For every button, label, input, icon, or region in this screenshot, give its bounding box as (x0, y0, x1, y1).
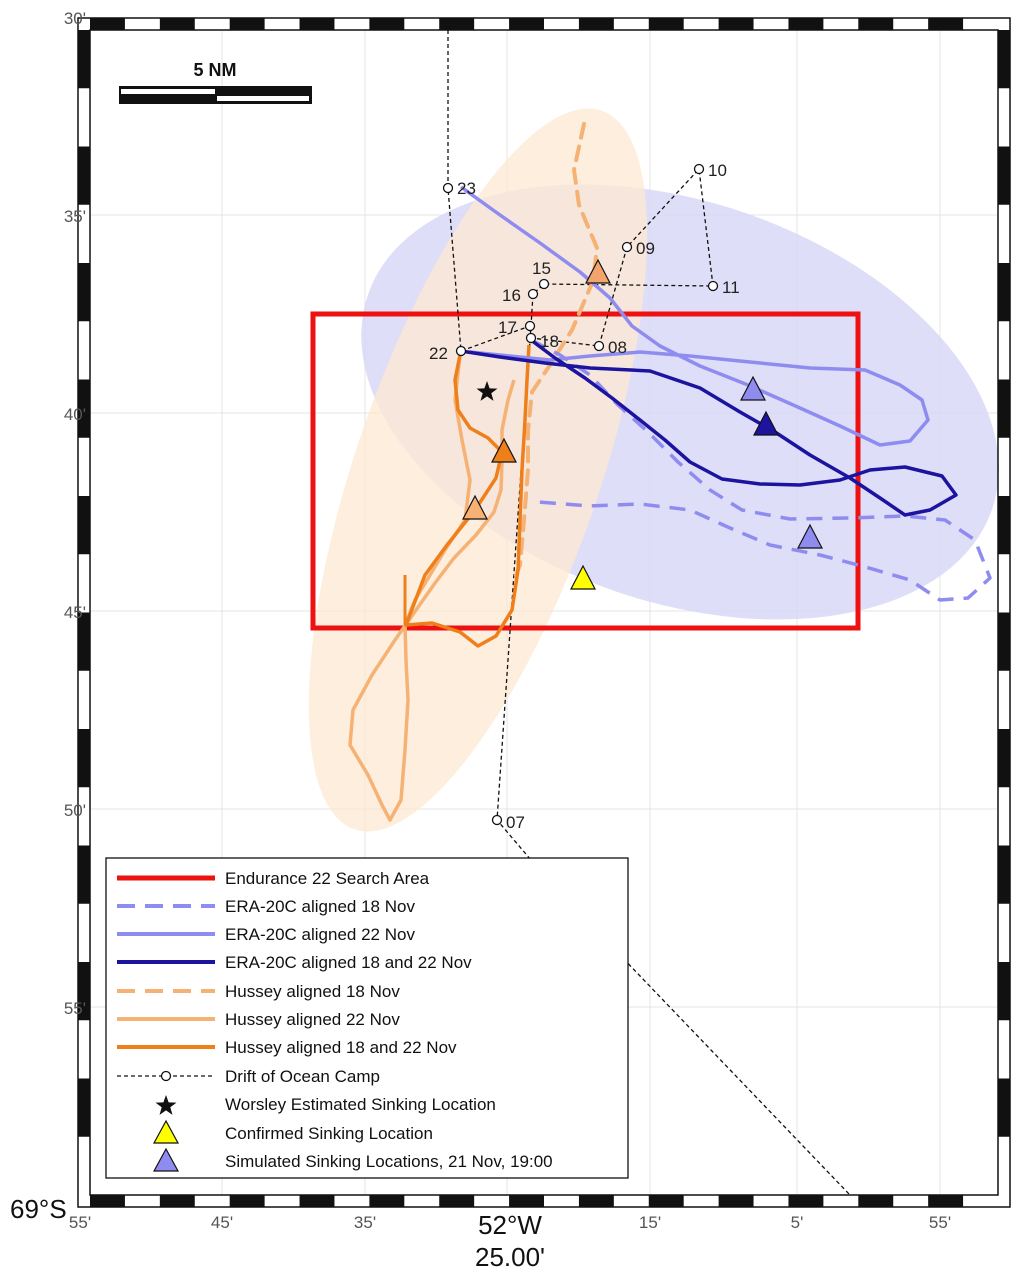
corner-lat-label: 69°S (10, 1194, 67, 1224)
hussey-18nov-track (512, 122, 600, 582)
hussey-18nov-sinking-marker (585, 258, 611, 284)
camp-label-17: 17 (498, 318, 517, 337)
legend-hussey-18nov: Hussey aligned 18 Nov (225, 982, 400, 1001)
confirmed-sinking-marker (570, 564, 596, 590)
camp-label-09: 09 (636, 239, 655, 258)
worsley-star-marker (476, 381, 498, 401)
lon-tick-55e: 55' (929, 1213, 951, 1232)
hussey-uncertainty-ellipse (308, 108, 648, 832)
legend (105, 857, 629, 1179)
camp-label-22: 22 (429, 344, 448, 363)
frame-bars (77, 17, 1011, 1208)
camp-label-11: 11 (722, 278, 740, 297)
lat-tick-40: 40' (64, 405, 86, 424)
scale-bar (119, 86, 312, 104)
lon-tick-15: 15' (639, 1213, 661, 1232)
legend-hussey-22nov: Hussey aligned 22 Nov (225, 1010, 400, 1029)
camp-label-18: 18 (540, 332, 559, 351)
legend-era-18-22nov: ERA-20C aligned 18 and 22 Nov (225, 953, 472, 972)
legend-hussey-18-22nov: Hussey aligned 18 and 22 Nov (225, 1038, 457, 1057)
hussey-18-22nov-track (404, 344, 531, 648)
lon-tick-35: 35' (354, 1213, 376, 1232)
lon-tick-55w: 55' (69, 1213, 91, 1232)
camp-label-23: 23 (457, 179, 476, 198)
legend-camp-drift: Drift of Ocean Camp (225, 1067, 380, 1086)
camp-label-10: 10 (708, 161, 727, 180)
lon-tick-5: 5' (791, 1213, 804, 1232)
lon-tick-45: 45' (211, 1213, 233, 1232)
ocean-camp-drift-line (447, 30, 851, 1196)
search-area-rect (310, 311, 861, 631)
legend-confirmed: Confirmed Sinking Location (225, 1124, 433, 1143)
camp-points (442, 163, 719, 826)
era-18nov-track (530, 338, 992, 602)
lat-tick-30: 30' (64, 9, 86, 28)
legend-search-area: Endurance 22 Search Area (225, 869, 430, 888)
legend-worsley: Worsley Estimated Sinking Location (225, 1095, 496, 1114)
center-lon-label: 52°W (478, 1210, 542, 1240)
era-18nov-sinking-marker (797, 523, 823, 549)
camp-label-07: 07 (506, 813, 525, 832)
legend-simulated: Simulated Sinking Locations, 21 Nov, 19:… (225, 1152, 553, 1171)
lat-tick-45: 45' (64, 603, 86, 622)
scale-label: 5 NM (193, 60, 236, 80)
era-18-22nov-sinking-marker (753, 410, 779, 436)
era-22nov-sinking-marker (740, 375, 766, 401)
camp-label-08: 08 (608, 338, 627, 357)
center-lon-sub-label: 25.00' (475, 1242, 545, 1272)
era-18-22nov-track (460, 338, 958, 517)
legend-era-18nov: ERA-20C aligned 18 Nov (225, 897, 415, 916)
lat-tick-35: 35' (64, 207, 86, 226)
hussey-22nov-sinking-marker (462, 494, 488, 520)
era-22nov-track (459, 185, 930, 447)
lat-tick-55: 55' (64, 999, 86, 1018)
lat-tick-50: 50' (64, 801, 86, 820)
camp-label-16: 16 (502, 286, 521, 305)
legend-era-22nov: ERA-20C aligned 22 Nov (225, 925, 415, 944)
hussey-18-22nov-sinking-marker (491, 437, 517, 463)
camp-label-15: 15 (532, 259, 551, 278)
